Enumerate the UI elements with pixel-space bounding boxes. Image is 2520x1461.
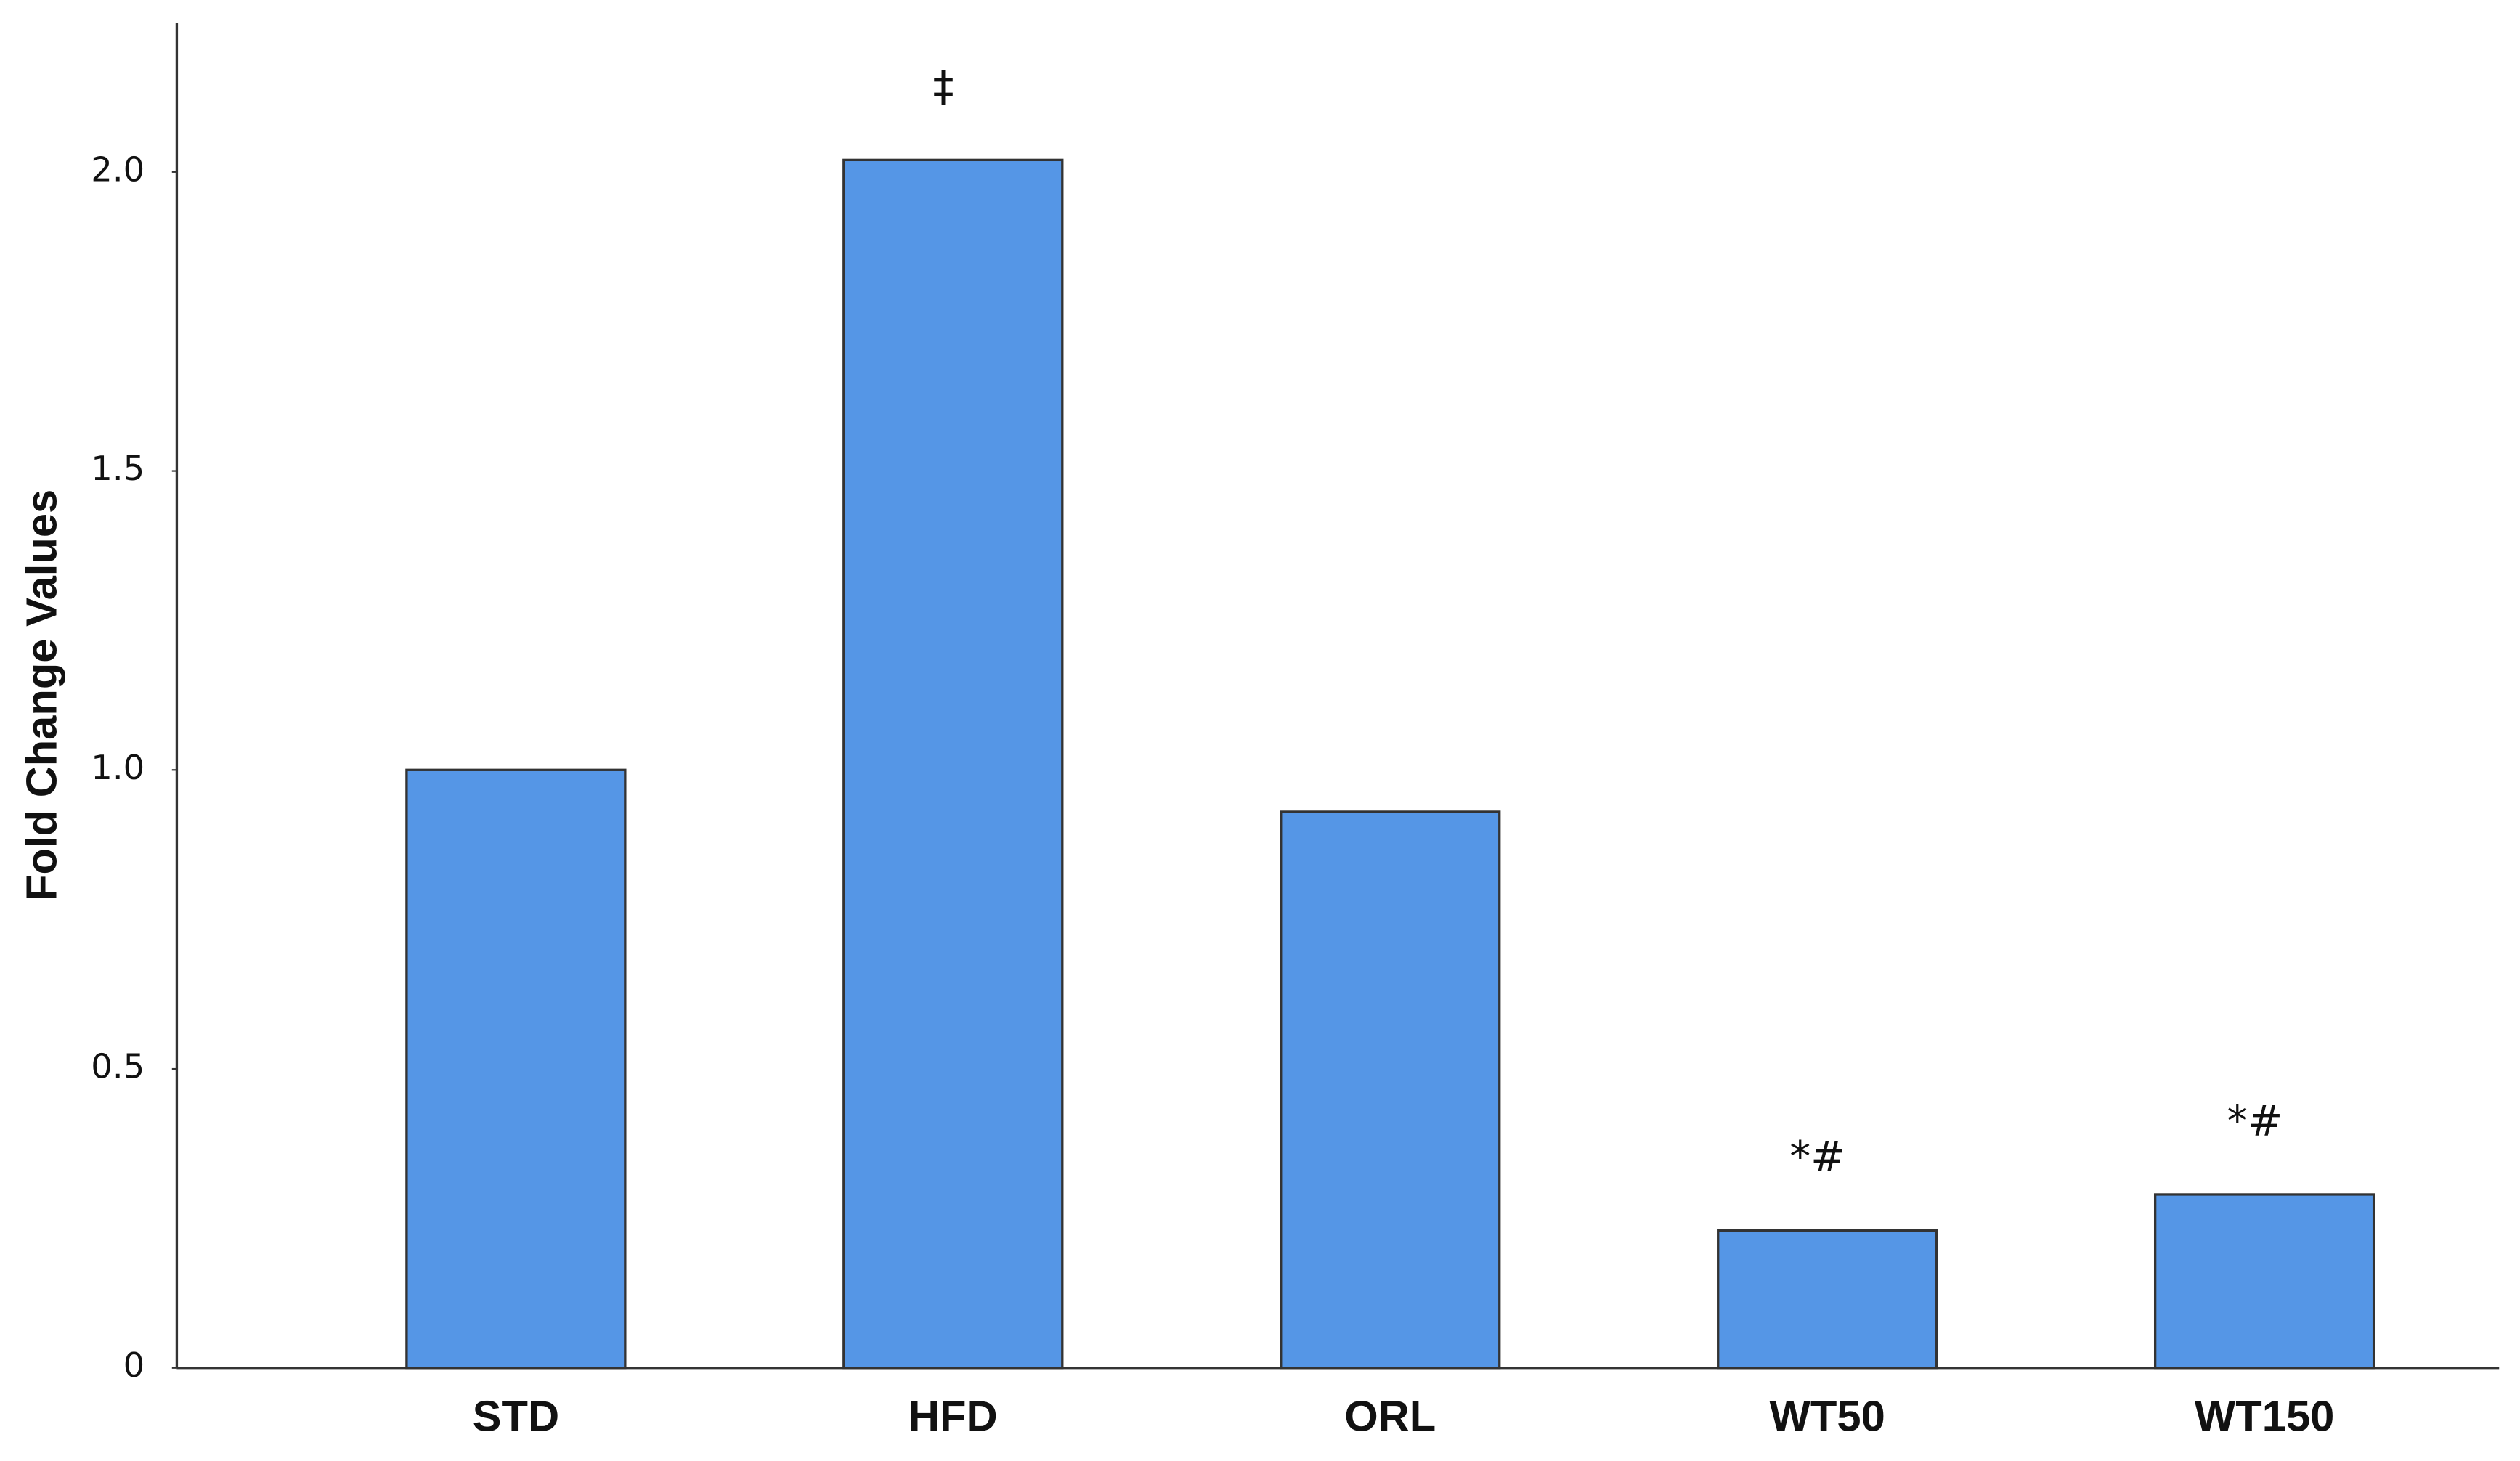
x-tick-label: WT50	[1770, 1391, 1885, 1440]
annotation: ‡	[933, 62, 954, 111]
bar	[1717, 1229, 1938, 1370]
y-tick-label: 0.5	[91, 1047, 145, 1086]
x-tick-label: STD	[473, 1391, 559, 1440]
x-tick-label: ORL	[1344, 1391, 1436, 1440]
y-tick-label: 1.5	[91, 449, 145, 488]
y-tick-label: 1.0	[91, 748, 145, 787]
y-tick-label: 0	[123, 1346, 145, 1385]
x-tick-label: WT150	[2195, 1391, 2335, 1440]
y-tick-label: 2.0	[91, 150, 145, 189]
bar	[405, 768, 627, 1370]
bar	[2153, 1193, 2375, 1370]
x-tick-label: HFD	[909, 1391, 998, 1440]
y-axis-label: Fold Change Values	[17, 489, 66, 901]
bar	[842, 158, 1064, 1370]
annotation: *#	[1789, 1133, 1845, 1181]
annotation: *#	[2227, 1096, 2283, 1145]
bar	[1280, 810, 1501, 1370]
